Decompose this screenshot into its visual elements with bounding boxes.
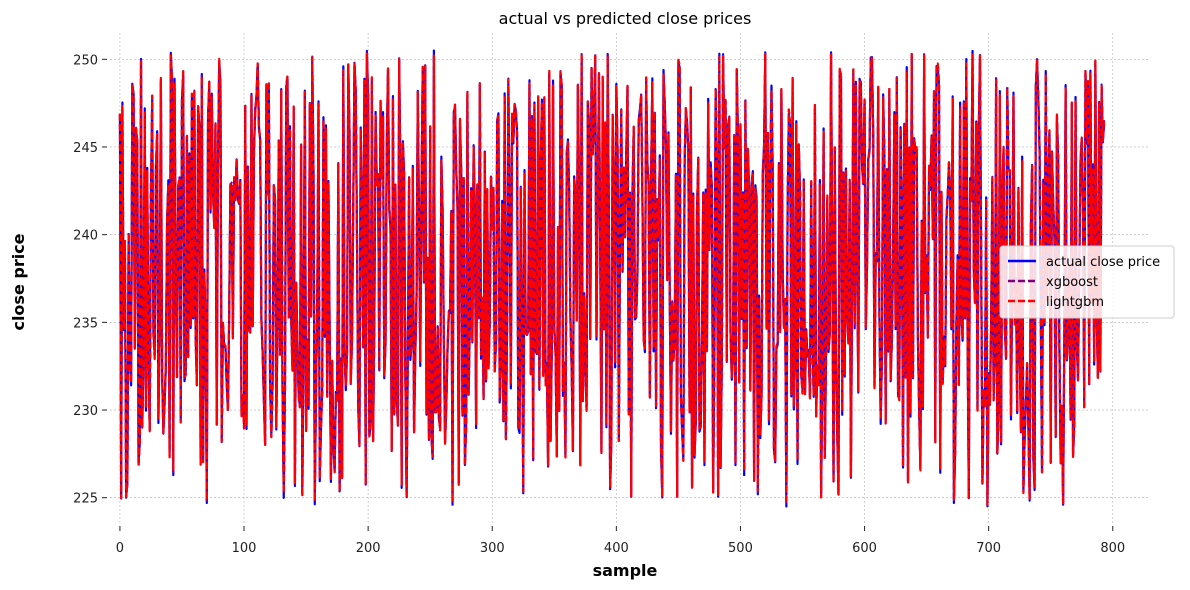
legend-label: xgboost [1046, 275, 1098, 290]
plot-area [118, 49, 1106, 508]
x-tick-label: 100 [232, 541, 257, 556]
legend-label: actual close price [1046, 255, 1160, 270]
chart-title: actual vs predicted close prices [499, 9, 752, 28]
x-tick-label: 800 [1100, 541, 1125, 556]
legend-label: lightgbm [1046, 295, 1104, 310]
x-axis: 0 100 200 300 400 500 600 700 800 [116, 526, 1125, 556]
y-tick-label: 240 [73, 229, 98, 244]
x-tick-label: 400 [604, 541, 629, 556]
y-axis: 225 230 235 240 245 250 [73, 53, 107, 507]
x-axis-label: sample [593, 561, 658, 580]
x-tick-label: 600 [852, 541, 877, 556]
x-tick-label: 0 [116, 541, 124, 556]
x-tick-label: 200 [356, 541, 381, 556]
x-tick-label: 500 [728, 541, 753, 556]
y-axis-label: close price [9, 233, 28, 330]
y-tick-label: 250 [73, 53, 98, 68]
x-tick-label: 300 [480, 541, 505, 556]
legend: actual close price xgboost lightgbm [999, 245, 1175, 319]
legend-box [999, 245, 1175, 319]
series-line-lightgbm [118, 51, 1106, 508]
x-tick-label: 700 [976, 541, 1001, 556]
y-tick-label: 245 [73, 141, 98, 156]
y-tick-label: 225 [73, 492, 98, 507]
y-tick-label: 230 [73, 404, 98, 419]
y-tick-label: 235 [73, 316, 98, 331]
